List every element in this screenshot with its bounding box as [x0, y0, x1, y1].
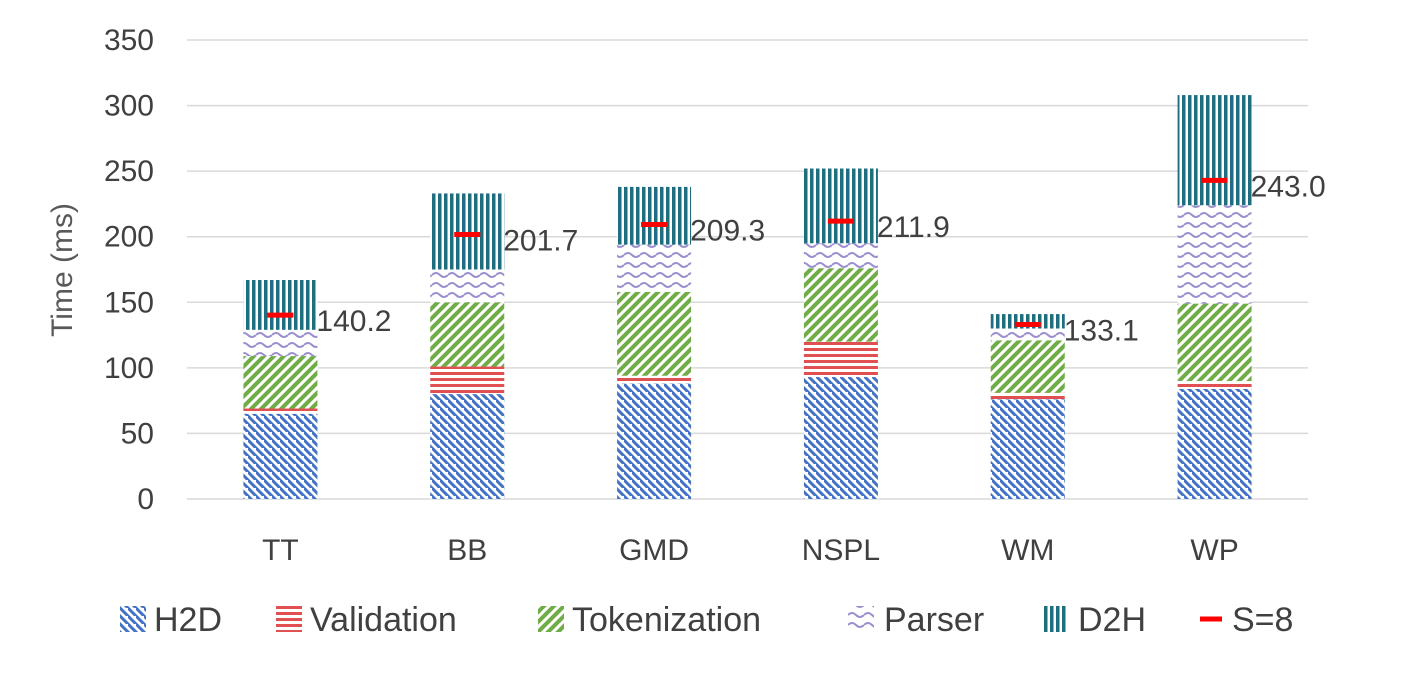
legend-label-parser: Parser: [884, 601, 984, 639]
x-tick-label: TT: [262, 534, 299, 567]
bar-segment-validation-nspl: [803, 341, 878, 378]
y-tick-label: 300: [104, 90, 154, 123]
y-tick-label: 100: [104, 352, 154, 385]
legend-label-h2d: H2D: [154, 601, 222, 639]
bar-segment-tokenization-wp: [1177, 303, 1252, 381]
bar-segment-h2d-tt: [243, 413, 318, 499]
bar-segment-d2h-nspl: [803, 168, 878, 244]
y-tick-label: 350: [104, 24, 154, 57]
s8-data-label: 201.7: [503, 224, 578, 257]
legend-swatch-validation: [276, 606, 302, 632]
bar-segment-parser-wm: [990, 328, 1065, 341]
x-tick-label: BB: [447, 534, 487, 567]
bar-segment-tokenization-tt: [243, 356, 318, 409]
legend-label-d2h: D2H: [1078, 601, 1146, 639]
bar-segment-parser-nspl: [803, 243, 878, 269]
s8-data-label: 211.9: [877, 211, 950, 244]
legend-swatch-parser: [848, 606, 874, 632]
bar-segment-tokenization-gmd: [617, 291, 692, 376]
gridlines: [187, 39, 1308, 500]
y-tick-label: 250: [104, 155, 154, 188]
s8-data-label: 133.1: [1064, 314, 1139, 347]
x-tick-label: GMD: [619, 534, 689, 567]
bar-segment-h2d-bb: [430, 394, 505, 499]
y-tick-label: 0: [137, 483, 154, 516]
bar-segment-validation-wp: [1177, 380, 1252, 389]
bar-segment-h2d-wp: [1177, 388, 1252, 499]
bar-segment-validation-gmd: [617, 375, 692, 384]
bar-segment-validation-bb: [430, 366, 505, 395]
y-tick-label: 150: [104, 286, 154, 319]
bar-segment-d2h-bb: [430, 193, 505, 270]
bar-segment-tokenization-bb: [430, 302, 505, 367]
bar-segment-d2h-gmd: [617, 186, 692, 245]
bar-segment-validation-tt: [243, 408, 318, 414]
bar-segment-tokenization-wm: [990, 340, 1065, 393]
bar-segment-validation-wm: [990, 392, 1065, 400]
legend: H2D Validation Tokenization Parser D2H S=8: [120, 601, 1293, 639]
x-tick-label: NSPL: [802, 534, 880, 567]
bar-segment-parser-bb: [430, 269, 505, 303]
x-tick-label: WM: [1001, 534, 1054, 567]
bar-segment-d2h-tt: [243, 279, 318, 330]
bar-segment-h2d-wm: [990, 399, 1065, 499]
legend-label-tokenization: Tokenization: [572, 601, 761, 639]
legend-swatch-d2h: [1042, 606, 1068, 632]
bar-segment-h2d-gmd: [617, 383, 692, 499]
y-tick-label: 200: [104, 221, 154, 254]
legend-label-validation: Validation: [310, 601, 457, 639]
s8-markers: 140.2 201.7 209.3 211.9 133.1 243.0: [267, 170, 1326, 347]
s8-data-label: 140.2: [316, 305, 391, 338]
legend-swatch-tokenization: [538, 606, 564, 632]
bar-segment-d2h-wp: [1177, 95, 1252, 206]
y-axis-title: Time (ms): [46, 203, 79, 337]
s8-data-label: 243.0: [1251, 170, 1326, 203]
s8-data-label: 209.3: [690, 215, 765, 248]
bar-segment-h2d-nspl: [803, 377, 878, 499]
bar-segment-d2h-wm: [990, 314, 1065, 329]
y-tick-label: 50: [121, 417, 154, 450]
x-tick-label: WP: [1190, 534, 1238, 567]
bars: [243, 95, 1252, 499]
legend-label-s8: S=8: [1232, 601, 1293, 639]
bar-segment-parser-tt: [243, 329, 318, 357]
bar-segment-parser-gmd: [617, 244, 692, 292]
legend-swatch-h2d: [120, 606, 146, 632]
x-tick-labels: TT BB GMD NSPL WM WP: [262, 534, 1239, 567]
bar-segment-parser-wp: [1177, 205, 1252, 304]
bar-segment-tokenization-nspl: [803, 268, 878, 342]
y-tick-labels: 0 50 100 150 200 250 300 350: [104, 24, 154, 516]
